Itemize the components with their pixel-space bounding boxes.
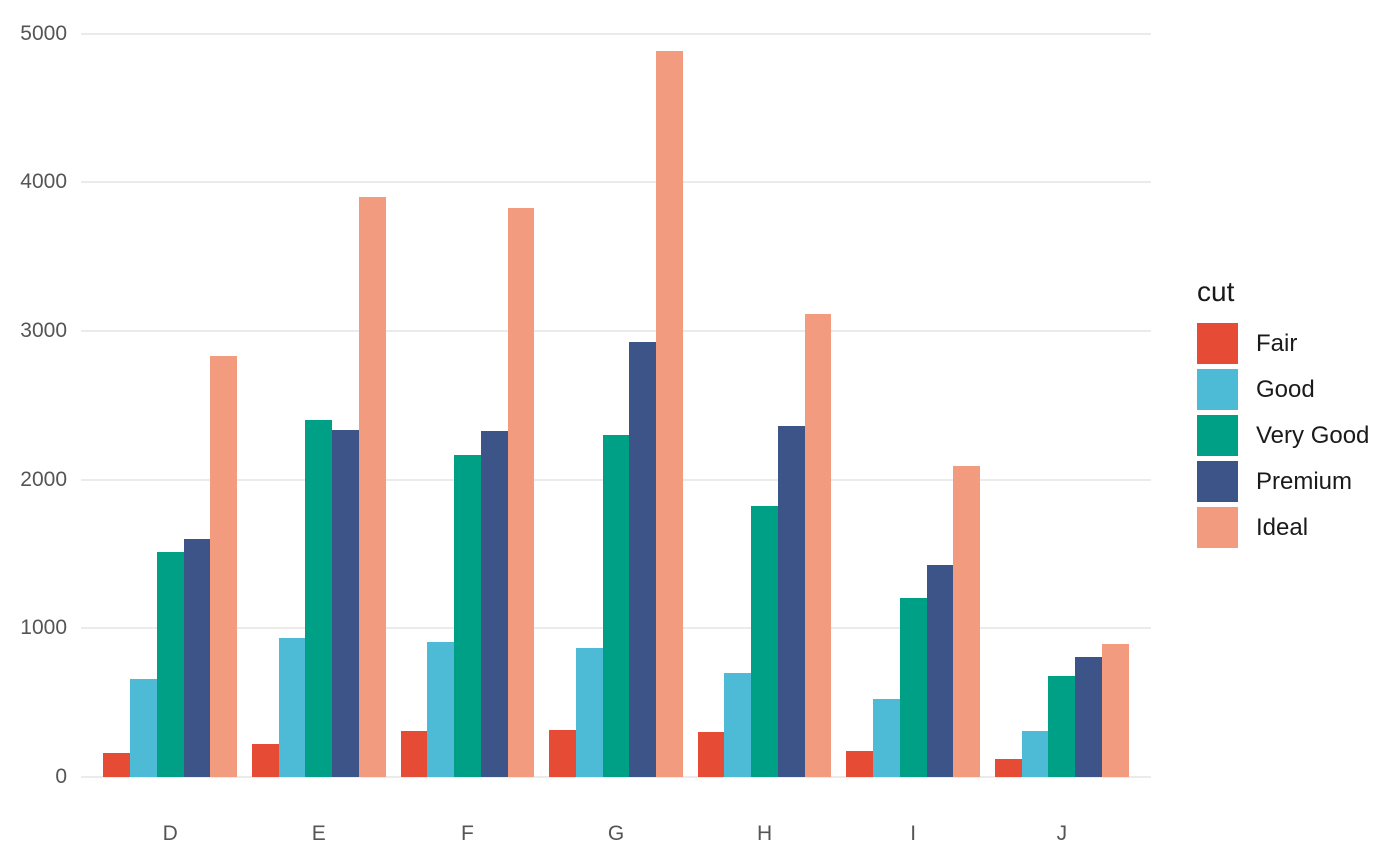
legend-item-premium: Premium xyxy=(1197,461,1369,502)
legend-item-label: Very Good xyxy=(1256,421,1370,449)
legend: cut Fair Good Very Good Premium Ideal xyxy=(1197,276,1369,553)
bar-E-very-good xyxy=(305,420,333,777)
legend-item-fair: Fair xyxy=(1197,323,1369,364)
x-tick-label-G: G xyxy=(607,822,625,845)
legend-swatch xyxy=(1197,507,1238,548)
bar-F-premium xyxy=(480,430,508,777)
bar-F-good xyxy=(427,641,454,777)
bar-G-fair xyxy=(549,730,576,777)
bar-H-good xyxy=(724,672,752,777)
x-tick-label-J: J xyxy=(1056,822,1068,845)
legend-title: cut xyxy=(1197,276,1235,307)
x-tick-label-D: D xyxy=(162,822,178,845)
bar-E-ideal xyxy=(358,196,386,777)
y-tick-label: 2000 xyxy=(20,467,67,491)
x-tick-label-E: E xyxy=(311,822,326,845)
legend-item-label: Ideal xyxy=(1256,513,1309,541)
legend-item-very-good: Very Good xyxy=(1197,415,1369,456)
y-tick-label: 1000 xyxy=(20,616,67,640)
bar-I-premium xyxy=(926,564,954,777)
gridline-y-0 xyxy=(81,776,1151,778)
legend-items: Fair Good Very Good Premium Ideal xyxy=(1197,323,1369,548)
x-tick-label-I: I xyxy=(910,822,917,845)
legend-swatch xyxy=(1197,323,1238,364)
bar-I-ideal xyxy=(953,465,981,777)
bar-H-very-good xyxy=(751,505,778,777)
bar-F-very-good xyxy=(454,455,481,777)
x-tick-label-F: F xyxy=(460,822,474,845)
bar-D-fair xyxy=(103,752,131,777)
legend-item-label: Good xyxy=(1256,375,1315,403)
legend-swatch xyxy=(1197,415,1238,456)
bar-I-good xyxy=(873,699,900,777)
x-tick-label-H: H xyxy=(757,822,773,845)
bar-E-good xyxy=(278,638,306,777)
gridline-y-5000 xyxy=(81,32,1151,35)
bar-H-ideal xyxy=(804,314,832,777)
bar-H-fair xyxy=(697,731,725,777)
bar-G-very-good xyxy=(602,435,630,777)
legend-item-label: Premium xyxy=(1256,467,1353,495)
bar-G-ideal xyxy=(656,51,683,777)
bar-E-fair xyxy=(251,743,279,777)
bar-I-very-good xyxy=(899,598,927,777)
legend-item-good: Good xyxy=(1197,369,1369,410)
y-tick-label: 3000 xyxy=(20,319,67,343)
legend-swatch xyxy=(1197,369,1238,410)
bar-J-fair xyxy=(994,759,1022,777)
bar-F-ideal xyxy=(507,208,535,777)
bar-J-good xyxy=(1021,731,1049,777)
y-tick-label: 4000 xyxy=(20,170,67,194)
bar-J-ideal xyxy=(1101,643,1129,777)
y-tick-label: 0 xyxy=(55,765,67,788)
bar-J-premium xyxy=(1075,656,1102,777)
bar-J-very-good xyxy=(1048,676,1076,777)
gridline-y-4000 xyxy=(81,181,1151,184)
bar-D-premium xyxy=(183,538,211,777)
bar-D-very-good xyxy=(156,552,184,777)
bar-E-premium xyxy=(332,429,359,777)
legend-item-ideal: Ideal xyxy=(1197,507,1369,548)
y-tick-label: 5000 xyxy=(20,21,67,45)
bar-F-fair xyxy=(400,730,428,777)
plot-panel xyxy=(81,13,1151,778)
bar-H-premium xyxy=(777,426,805,777)
bar-D-ideal xyxy=(210,355,238,777)
legend-swatch xyxy=(1197,461,1238,502)
bar-I-fair xyxy=(846,751,874,777)
bar-G-good xyxy=(575,647,603,777)
gridline-y-3000 xyxy=(81,330,1151,333)
bar-D-good xyxy=(130,678,157,777)
y-axis: 0 1000 2000 3000 4000 5000 xyxy=(0,0,67,866)
bar-G-premium xyxy=(629,342,657,777)
legend-item-label: Fair xyxy=(1256,329,1298,357)
